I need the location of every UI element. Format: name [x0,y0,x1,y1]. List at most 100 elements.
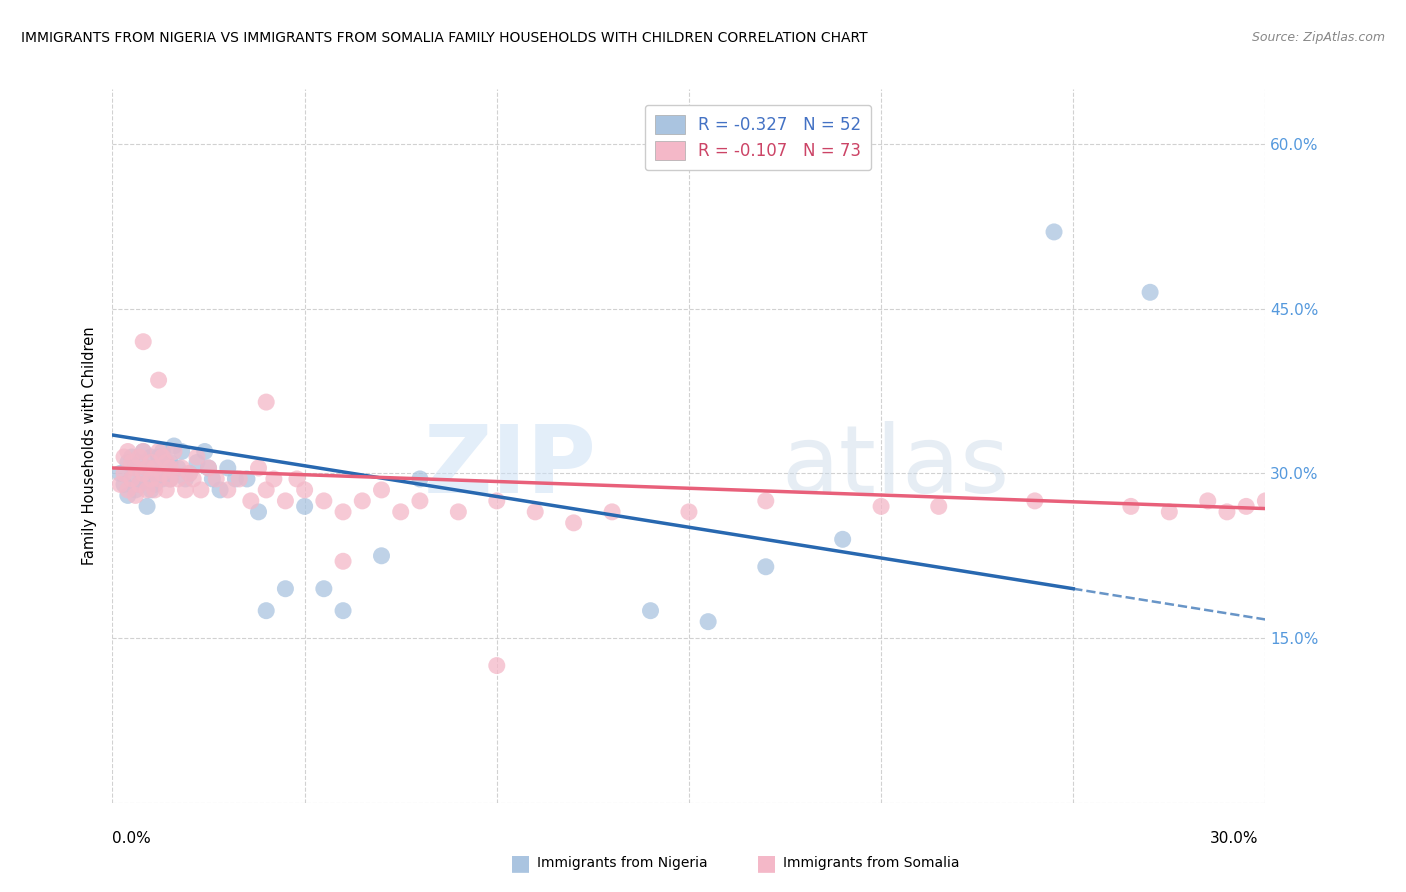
Point [152,467,174,481]
Point [121,450,143,464]
Point [117,444,139,458]
Point [112,477,135,491]
Text: atlas: atlas [782,421,1010,514]
Point [524,505,547,519]
Point [201,472,224,486]
Point [152,472,174,486]
Point [1234,500,1257,514]
Point [485,494,508,508]
Point [312,494,335,508]
Point [370,483,392,497]
Point [124,488,146,502]
Point [332,554,354,568]
Point [155,455,177,469]
Point [121,472,143,486]
Legend: R = -0.327   N = 52, R = -0.107   N = 73: R = -0.327 N = 52, R = -0.107 N = 73 [645,104,872,169]
Point [755,494,778,508]
Point [389,505,412,519]
Point [159,472,181,486]
Point [312,582,335,596]
Point [186,450,208,464]
Point [1024,494,1046,508]
Point [139,455,162,469]
Point [143,477,166,491]
Point [831,533,853,547]
Point [447,505,470,519]
Point [163,444,186,458]
Point [163,439,186,453]
Point [132,444,155,458]
Point [409,494,432,508]
Point [1254,494,1277,508]
Point [1043,225,1066,239]
Point [928,500,950,514]
Point [755,559,778,574]
Point [132,334,155,349]
Point [159,461,181,475]
Point [247,505,270,519]
Text: Immigrants from Nigeria: Immigrants from Nigeria [537,856,707,871]
Point [332,604,354,618]
Point [247,461,270,475]
Point [136,461,159,475]
Point [143,483,166,497]
Point [294,500,316,514]
Point [194,444,217,458]
Point [190,483,212,497]
Point [117,483,139,497]
Point [254,604,277,618]
Point [274,582,297,596]
Point [148,472,170,486]
Point [136,483,159,497]
Point [121,455,143,469]
Point [370,549,392,563]
Point [108,467,131,481]
Point [1216,505,1239,519]
Point [409,472,432,486]
Point [128,455,150,469]
Point [179,467,201,481]
Point [236,472,259,486]
Point [139,472,162,486]
Point [121,472,143,486]
Text: Immigrants from Somalia: Immigrants from Somalia [783,856,960,871]
Point [186,455,208,469]
Point [1119,500,1142,514]
Point [148,373,170,387]
Point [155,455,177,469]
Point [870,500,893,514]
Point [228,472,250,486]
Text: 0.0%: 0.0% [112,831,152,846]
Point [562,516,585,530]
Point [117,455,139,469]
Text: ■: ■ [510,854,530,873]
Point [132,472,155,486]
Point [124,461,146,475]
Point [143,467,166,481]
Text: IMMIGRANTS FROM NIGERIA VS IMMIGRANTS FROM SOMALIA FAMILY HOUSEHOLDS WITH CHILDR: IMMIGRANTS FROM NIGERIA VS IMMIGRANTS FR… [21,31,868,45]
Point [205,472,228,486]
Point [254,395,277,409]
Point [697,615,720,629]
Point [124,483,146,497]
Point [152,444,174,458]
Point [217,483,239,497]
Point [143,461,166,475]
Y-axis label: Family Households with Children: Family Households with Children [82,326,97,566]
Point [1159,505,1181,519]
Point [148,444,170,458]
Point [152,450,174,464]
Point [117,488,139,502]
Point [294,483,316,497]
Point [217,461,239,475]
Point [224,472,246,486]
Point [166,461,188,475]
Point [159,455,181,469]
Point [139,450,162,464]
Point [128,477,150,491]
Point [239,494,262,508]
Text: ■: ■ [756,854,776,873]
Point [197,461,219,475]
Point [1197,494,1219,508]
Point [170,444,193,458]
